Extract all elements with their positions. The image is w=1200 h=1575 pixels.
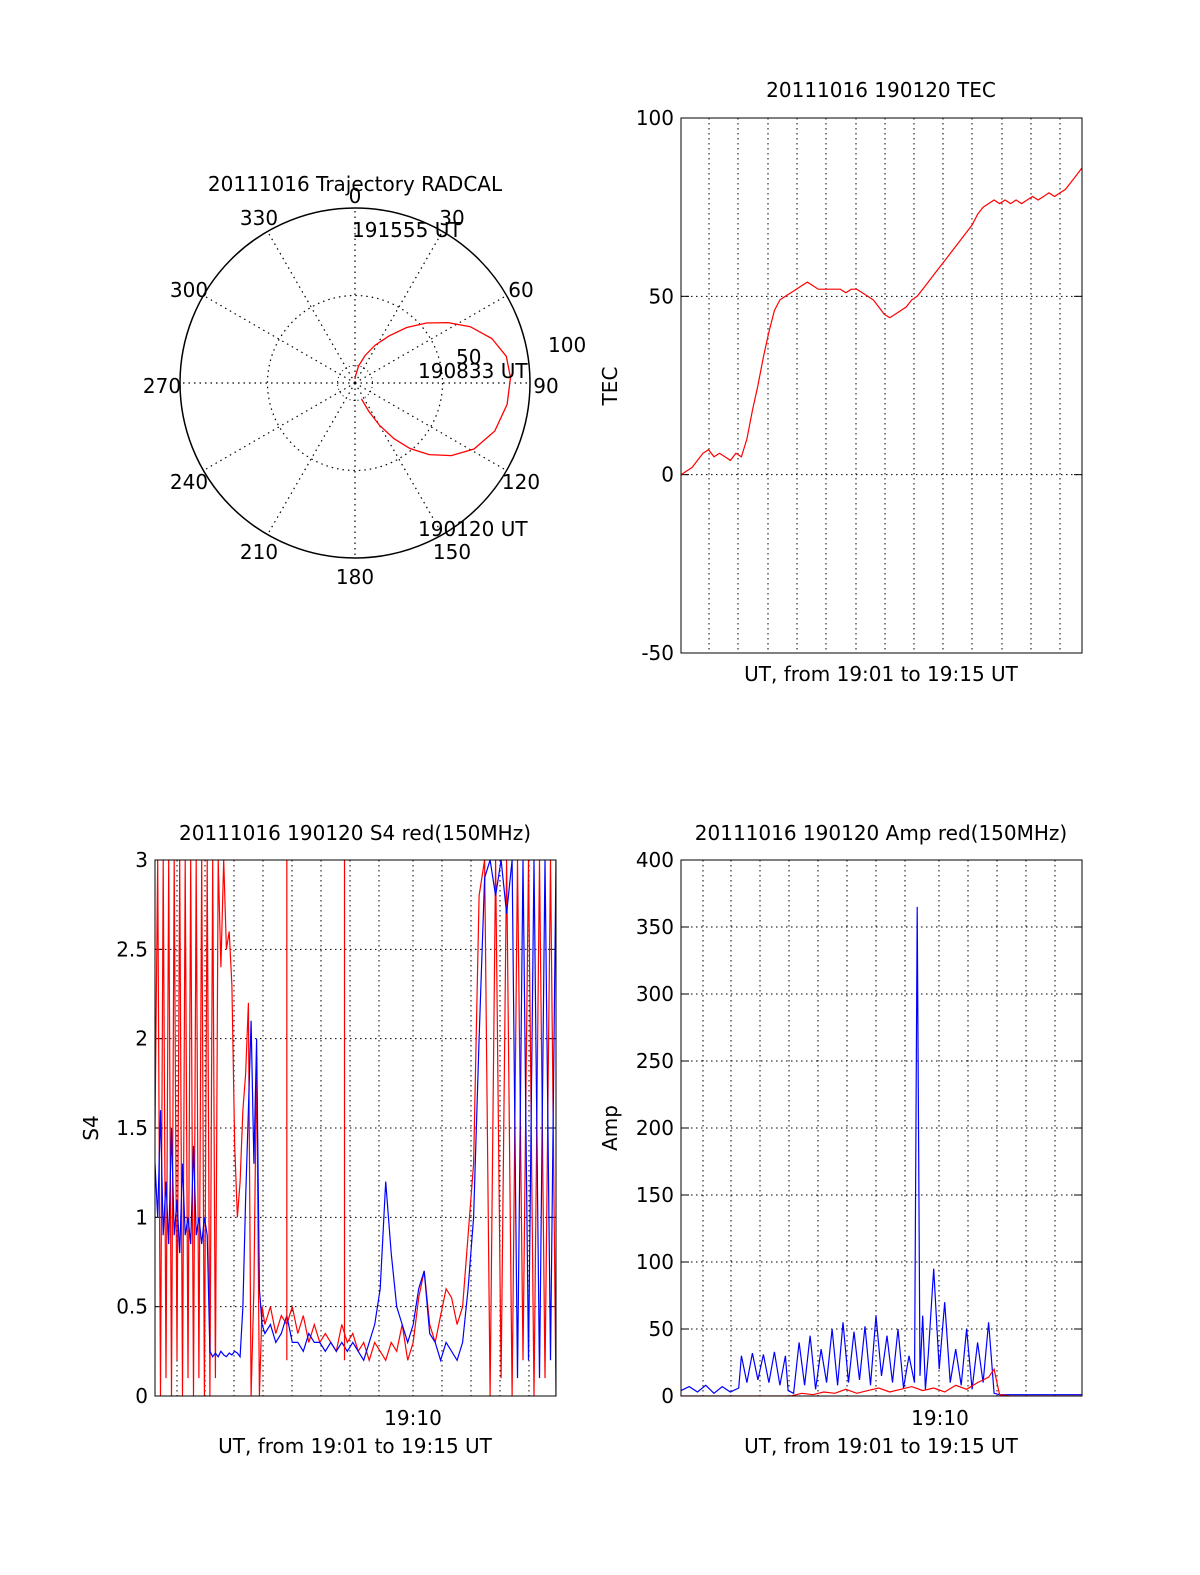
amp-blue-series-line: [681, 906, 1082, 1396]
tec-chart: 20111016 190120 TEC 100 50 0 -50 UT, from 1…: [598, 78, 1083, 686]
polar-spoke-240: [203, 382, 356, 472]
s4-x-axis-label: UT, from 19:01 to 19:15 UT: [218, 1434, 493, 1458]
elevation-ring-label-50: 50: [456, 345, 481, 369]
y-tick-label: 1.5: [116, 1116, 148, 1140]
y-tick-label: 0: [661, 1384, 674, 1408]
elevation-ring-label-100: 100: [548, 333, 586, 357]
y-tick-label: 400: [636, 848, 674, 872]
polar-spoke-210: [266, 382, 356, 535]
tec-y-tick-labels: 100 50 0 -50: [636, 106, 674, 665]
azimuth-label-120: 120: [502, 470, 540, 494]
azimuth-label-90: 90: [533, 374, 558, 398]
amp-x-tick-label: 19:10: [911, 1406, 969, 1430]
y-tick-label: 50: [649, 284, 674, 308]
y-tick-label: 200: [636, 1116, 674, 1140]
polar-ring-50: [266, 294, 444, 472]
polar-spoke-120: [354, 382, 507, 472]
azimuth-label-150: 150: [433, 540, 471, 564]
tec-x-axis-label: UT, from 19:01 to 19:15 UT: [744, 662, 1019, 686]
azimuth-label-0: 0: [349, 184, 362, 208]
trajectory-end-time-label: 191555 UT: [352, 218, 462, 242]
s4-y-tick-labels: 3 2.5 2 1.5 1 0.5 0: [116, 848, 148, 1408]
amp-y-tick-labels: 400 350 300 250 200 150 100 50 0: [636, 848, 674, 1408]
azimuth-label-330: 330: [240, 206, 278, 230]
y-tick-label: 50: [649, 1317, 674, 1341]
amp-x-axis-label: UT, from 19:01 to 19:15 UT: [744, 1434, 1019, 1458]
amp-plot-frame: [680, 859, 1083, 1397]
amp-plot-clip: [681, 906, 1082, 1396]
amp-red-series-line: [681, 1367, 1082, 1396]
trajectory-start-time-label: 190120 UT: [418, 517, 528, 541]
y-tick-label: 100: [636, 1250, 674, 1274]
s4-plot-clip: [155, 860, 556, 1396]
amp-title: 20111016 190120 Amp red(150MHz): [695, 821, 1067, 845]
y-tick-label: 2.5: [116, 937, 148, 961]
y-tick-label: 300: [636, 982, 674, 1006]
s4-x-tick-label: 19:10: [384, 1406, 442, 1430]
s4-title: 20111016 190120 S4 red(150MHz): [179, 821, 531, 845]
azimuth-label-210: 210: [240, 540, 278, 564]
s4-plot-frame: [154, 859, 557, 1397]
tec-grid: [681, 117, 1082, 654]
y-tick-label: 0.5: [116, 1295, 148, 1319]
polar-spoke-150: [354, 382, 444, 535]
amp-grid: [681, 859, 1082, 1397]
trajectory-line: [354, 321, 512, 457]
trajectory-polar-chart: 20111016 Trajectory RADCAL 0 30 60 90 120 150…: [143, 172, 586, 589]
azimuth-labels: 0 30 60 90 120 150 180 210 240 270 300 330: [143, 184, 559, 589]
y-tick-label: 100: [636, 106, 674, 130]
tec-title: 20111016 190120 TEC: [766, 78, 996, 102]
tec-series-line: [680, 167, 1083, 476]
trajectory-title: 20111016 Trajectory RADCAL: [208, 172, 503, 196]
y-tick-label: 1: [135, 1205, 148, 1229]
y-tick-label: 150: [636, 1183, 674, 1207]
amp-chart: 20111016 190120 Amp red(150MHz) 400 350 30…: [598, 821, 1083, 1458]
y-tick-label: 350: [636, 915, 674, 939]
polar-grid: [180, 208, 530, 558]
s4-red-series-line: [155, 860, 556, 1396]
tec-plot-frame: [680, 117, 1083, 654]
y-tick-label: 0: [661, 463, 674, 487]
y-tick-label: 0: [135, 1384, 148, 1408]
azimuth-label-270: 270: [143, 374, 181, 398]
azimuth-label-180: 180: [336, 565, 374, 589]
azimuth-label-300: 300: [170, 278, 208, 302]
azimuth-label-60: 60: [508, 278, 533, 302]
azimuth-label-30: 30: [439, 206, 464, 230]
s4-blue-series-line: [155, 860, 556, 1379]
polar-outer-ring: [179, 207, 531, 559]
y-tick-label: -50: [641, 641, 674, 665]
amp-y-axis-label: Amp: [598, 1105, 622, 1151]
tec-y-axis-label: TEC: [598, 367, 622, 407]
polar-spoke-330: [266, 231, 356, 384]
y-tick-label: 2: [135, 1027, 148, 1051]
s4-chart: 20111016 190120 S4 red(150MHz) 3 2.5 2 1.5 1…: [79, 821, 557, 1458]
azimuth-label-240: 240: [170, 470, 208, 494]
y-tick-label: 250: [636, 1049, 674, 1073]
y-tick-label: 3: [135, 848, 148, 872]
s4-y-axis-label: S4: [79, 1115, 103, 1140]
trajectory-middle-time-label: 190833 UT: [418, 359, 528, 383]
